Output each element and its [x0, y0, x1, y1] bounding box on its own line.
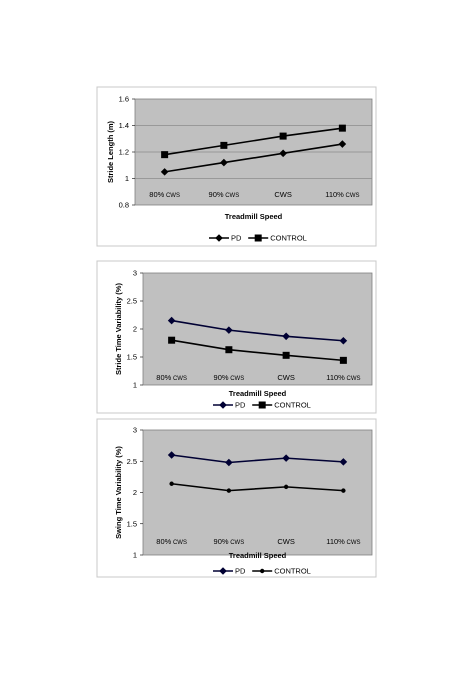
x-category-label: CWS: [274, 190, 292, 199]
y-tick-label: 1.4: [119, 121, 129, 130]
data-point-control: [282, 351, 290, 359]
chart-panel-1: 0.8 1 1.2 1.4 1.6 80% CWS 90% CWS CWS 110% CWS Tr…: [96, 86, 377, 247]
series-line-pd: [164, 143, 343, 173]
y-tick-label: 2.5: [127, 457, 137, 466]
x-axis-title: Treadmill Speed: [229, 389, 287, 398]
x-axis-title: Treadmill Speed: [229, 551, 287, 560]
data-point-pd: [282, 454, 290, 462]
data-point-control: [283, 484, 289, 490]
x-category-label: 110% CWS: [326, 373, 360, 382]
legend-marker: [258, 401, 266, 409]
x-axis-title: Treadmill Speed: [225, 212, 283, 221]
data-point-control: [161, 151, 169, 159]
plot-area: [142, 429, 373, 556]
y-tick-label: 1: [133, 551, 137, 560]
series-line-control: [164, 127, 343, 156]
y-tick-label: 1.5: [127, 519, 137, 528]
y-tick-label: 1.2: [119, 148, 129, 157]
series-line-pd: [171, 454, 344, 464]
data-point-pd: [339, 336, 348, 345]
chart-panel-3: 1 1.5 2 2.5 3 80% CWS 90% CWS CWS 110% CWS Treadm…: [96, 418, 377, 578]
data-point-pd: [160, 168, 169, 176]
y-tick-label: 1: [125, 174, 129, 183]
data-point-control: [226, 488, 232, 493]
legend-label: CONTROL: [274, 401, 311, 410]
data-point-control: [339, 356, 347, 364]
y-axis-title: Stride Time Variability (%): [114, 283, 123, 375]
y-tick-label: 2.5: [127, 297, 137, 306]
data-point-pd: [167, 451, 176, 459]
y-tick-label: 0.8: [119, 201, 129, 210]
data-point-pd: [279, 149, 287, 158]
y-axis-title: Stride Length (m): [106, 120, 115, 183]
data-point-pd: [282, 332, 290, 341]
legend-label: CONTROL: [270, 234, 307, 243]
x-category-label: 80% CWS: [156, 537, 187, 546]
data-point-pd: [338, 140, 347, 148]
data-point-pd: [225, 458, 233, 467]
data-point-pd: [220, 158, 228, 167]
data-point-control: [220, 141, 228, 149]
data-point-control: [279, 132, 287, 140]
plot-area: [142, 272, 373, 386]
legend-marker: [219, 567, 227, 575]
y-axis-title: Swing Time Variability (%): [114, 446, 123, 539]
x-category-label: 110% CWS: [325, 190, 359, 199]
legend-marker: [215, 234, 223, 242]
x-category-label: 90% CWS: [214, 537, 245, 546]
data-point-pd: [225, 326, 233, 334]
series-line-pd: [171, 319, 344, 342]
x-category-label: 80% CWS: [149, 190, 180, 199]
x-category-label: CWS: [277, 373, 295, 382]
x-category-label: 110% CWS: [326, 537, 360, 546]
data-point-pd: [167, 316, 176, 325]
y-tick-label: 1.6: [119, 95, 129, 104]
data-point-pd: [339, 458, 348, 466]
x-category-label: 90% CWS: [214, 373, 245, 382]
series-line-control: [171, 482, 344, 492]
x-category-label: 80% CWS: [156, 373, 187, 382]
y-tick-label: 3: [133, 269, 137, 278]
y-tick-label: 2: [133, 488, 137, 497]
data-point-control: [169, 481, 174, 486]
x-category-label: 90% CWS: [209, 190, 240, 199]
y-tick-label: 1: [133, 381, 137, 390]
y-tick-label: 2: [133, 325, 137, 334]
legend-label: CONTROL: [274, 567, 311, 576]
series-line-control: [171, 339, 344, 362]
chart-panel-2: 1 1.5 2 2.5 3 80% CWS 90% CWS CWS 110% CWS Treadm…: [96, 260, 377, 414]
legend-label: PD: [235, 567, 246, 576]
x-category-label: CWS: [277, 537, 295, 546]
legend-label: PD: [235, 401, 246, 410]
legend-marker: [260, 568, 265, 574]
legend-marker: [254, 234, 262, 242]
data-point-control: [225, 346, 233, 354]
data-point-control: [168, 336, 176, 344]
y-tick-label: 3: [133, 426, 137, 435]
data-point-control: [338, 124, 346, 132]
data-point-control: [341, 488, 346, 493]
y-tick-label: 1.5: [127, 353, 137, 362]
legend-label: PD: [231, 234, 242, 243]
legend-marker: [219, 401, 227, 409]
